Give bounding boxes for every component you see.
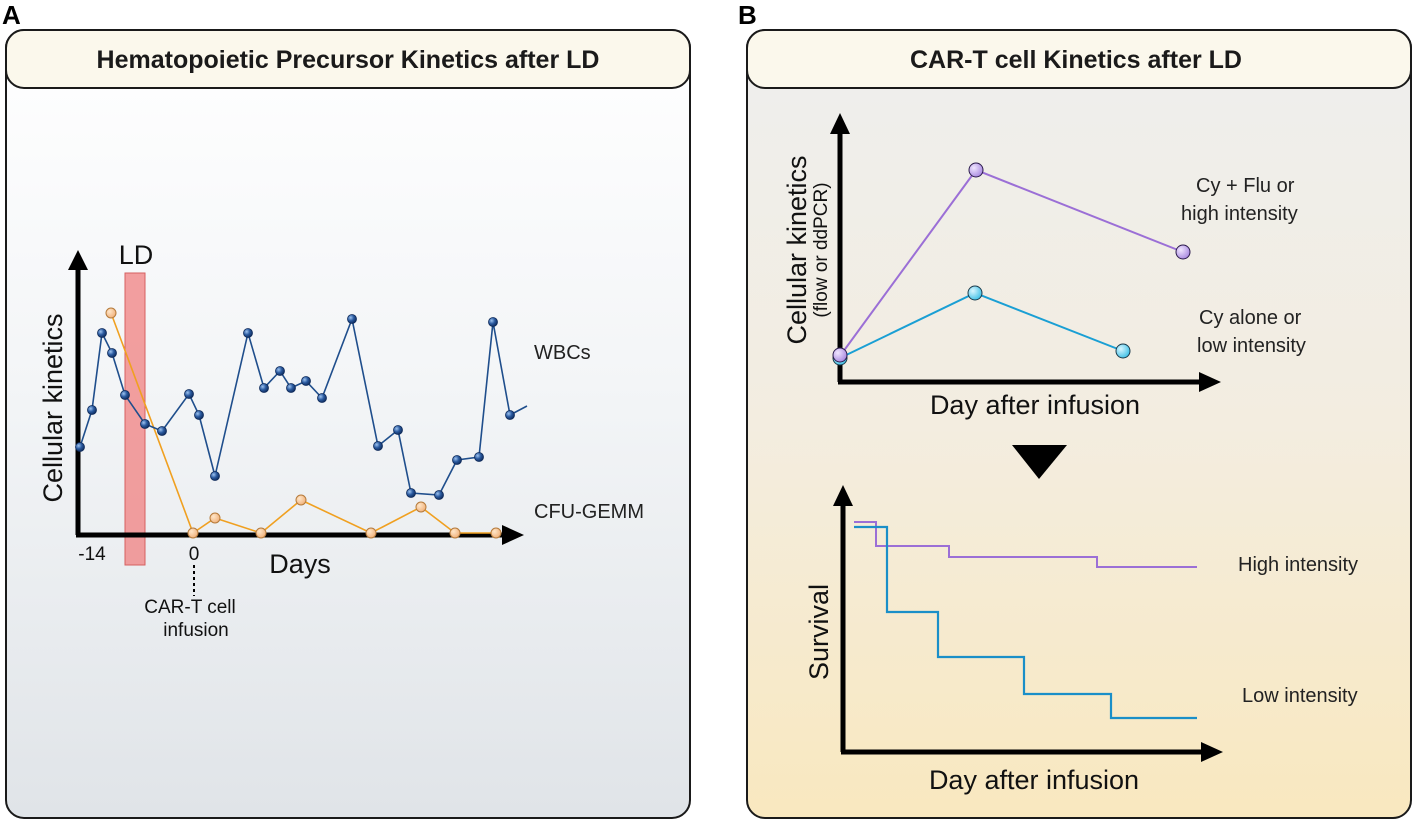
down-arrow-icon [1012,445,1067,479]
panel-b-letter: B [738,0,757,30]
cfu-point [490,527,502,539]
wbc-point [120,390,130,400]
cfu-point [209,512,221,524]
wbc-point [301,376,311,386]
low-intensity-point [1115,343,1131,359]
wbc-point [452,455,462,465]
infusion-label-1: CAR-T cell [144,597,236,618]
panel-b-title-box [746,29,1412,89]
panel-b-title: CAR-T cell Kinetics after LD [910,46,1242,74]
panel-a-x-arrow [502,525,524,545]
top-y-arrow [830,113,850,134]
wbc-point [75,442,85,452]
cfu-gemm-label: CFU-GEMM [534,501,644,523]
low-series-label-1: Cy alone or [1199,307,1302,329]
wbc-point [275,366,285,376]
wbc-point [184,389,194,399]
wbc-point [157,426,167,436]
ld-label: LD [119,240,154,270]
cfu-point [255,527,267,539]
wbc-point [474,452,484,462]
tick-minus-14: -14 [78,544,106,565]
wbc-point [373,441,383,451]
low-intensity-point [967,285,983,301]
survival-high-label: High intensity [1238,554,1358,576]
wbc-point [259,383,269,393]
survival-low-label: Low intensity [1242,685,1358,707]
high-intensity-point [1175,244,1191,260]
cfu-gemm-points [105,307,502,539]
cfu-point [187,527,199,539]
top-x-arrow [1199,372,1221,392]
wbc-point [488,317,498,327]
wbc-point [140,419,150,429]
panel-a-y-arrow [68,250,88,270]
wbc-point [243,328,253,338]
low-series-label-2: low intensity [1197,335,1306,357]
infusion-label-2: infusion [163,620,229,641]
bottom-x-arrow [1201,742,1223,762]
wbc-point [194,410,204,420]
top-y-label: Cellular kinetics [782,155,812,344]
cfu-point [105,307,117,319]
high-series-label-2: high intensity [1181,203,1298,225]
wbc-point [210,471,220,481]
tick-zero: 0 [189,544,200,565]
bottom-y-arrow [833,485,853,506]
panel-a-title: Hematopoietic Precursor Kinetics after L… [97,46,600,74]
wbc-point [87,405,97,415]
wbc-point [286,383,296,393]
top-x-label: Day after infusion [930,390,1140,420]
cfu-point [449,527,461,539]
wbc-point [393,425,403,435]
high-intensity-point [832,347,848,363]
cfu-point [415,501,427,513]
bottom-y-label: Survival [804,584,834,680]
wbc-label: WBCs [534,342,591,364]
top-y-sublabel: (flow or ddPCR) [811,182,832,317]
high-intensity-point [968,162,984,178]
wbc-point [347,314,357,324]
wbc-point [317,393,327,403]
panel-a-x-label: Days [269,549,331,579]
wbc-point [107,348,117,358]
cfu-point [295,494,307,506]
wbc-point [406,488,416,498]
wbc-point [505,410,515,420]
wbc-point [97,328,107,338]
cfu-point [365,527,377,539]
wbc-point [434,490,444,500]
panel-a-y-label: Cellular kinetics [38,313,68,502]
wbc-line [79,316,528,496]
panel-a-frame [5,29,691,819]
high-series-label-1: Cy + Flu or [1196,175,1295,197]
ld-band [124,272,146,566]
panel-a-letter: A [2,0,21,30]
bottom-x-label: Day after infusion [929,765,1139,795]
survival-low-curve [854,525,1197,720]
panel-a-title-box [5,29,691,89]
wbc-points [75,314,515,500]
